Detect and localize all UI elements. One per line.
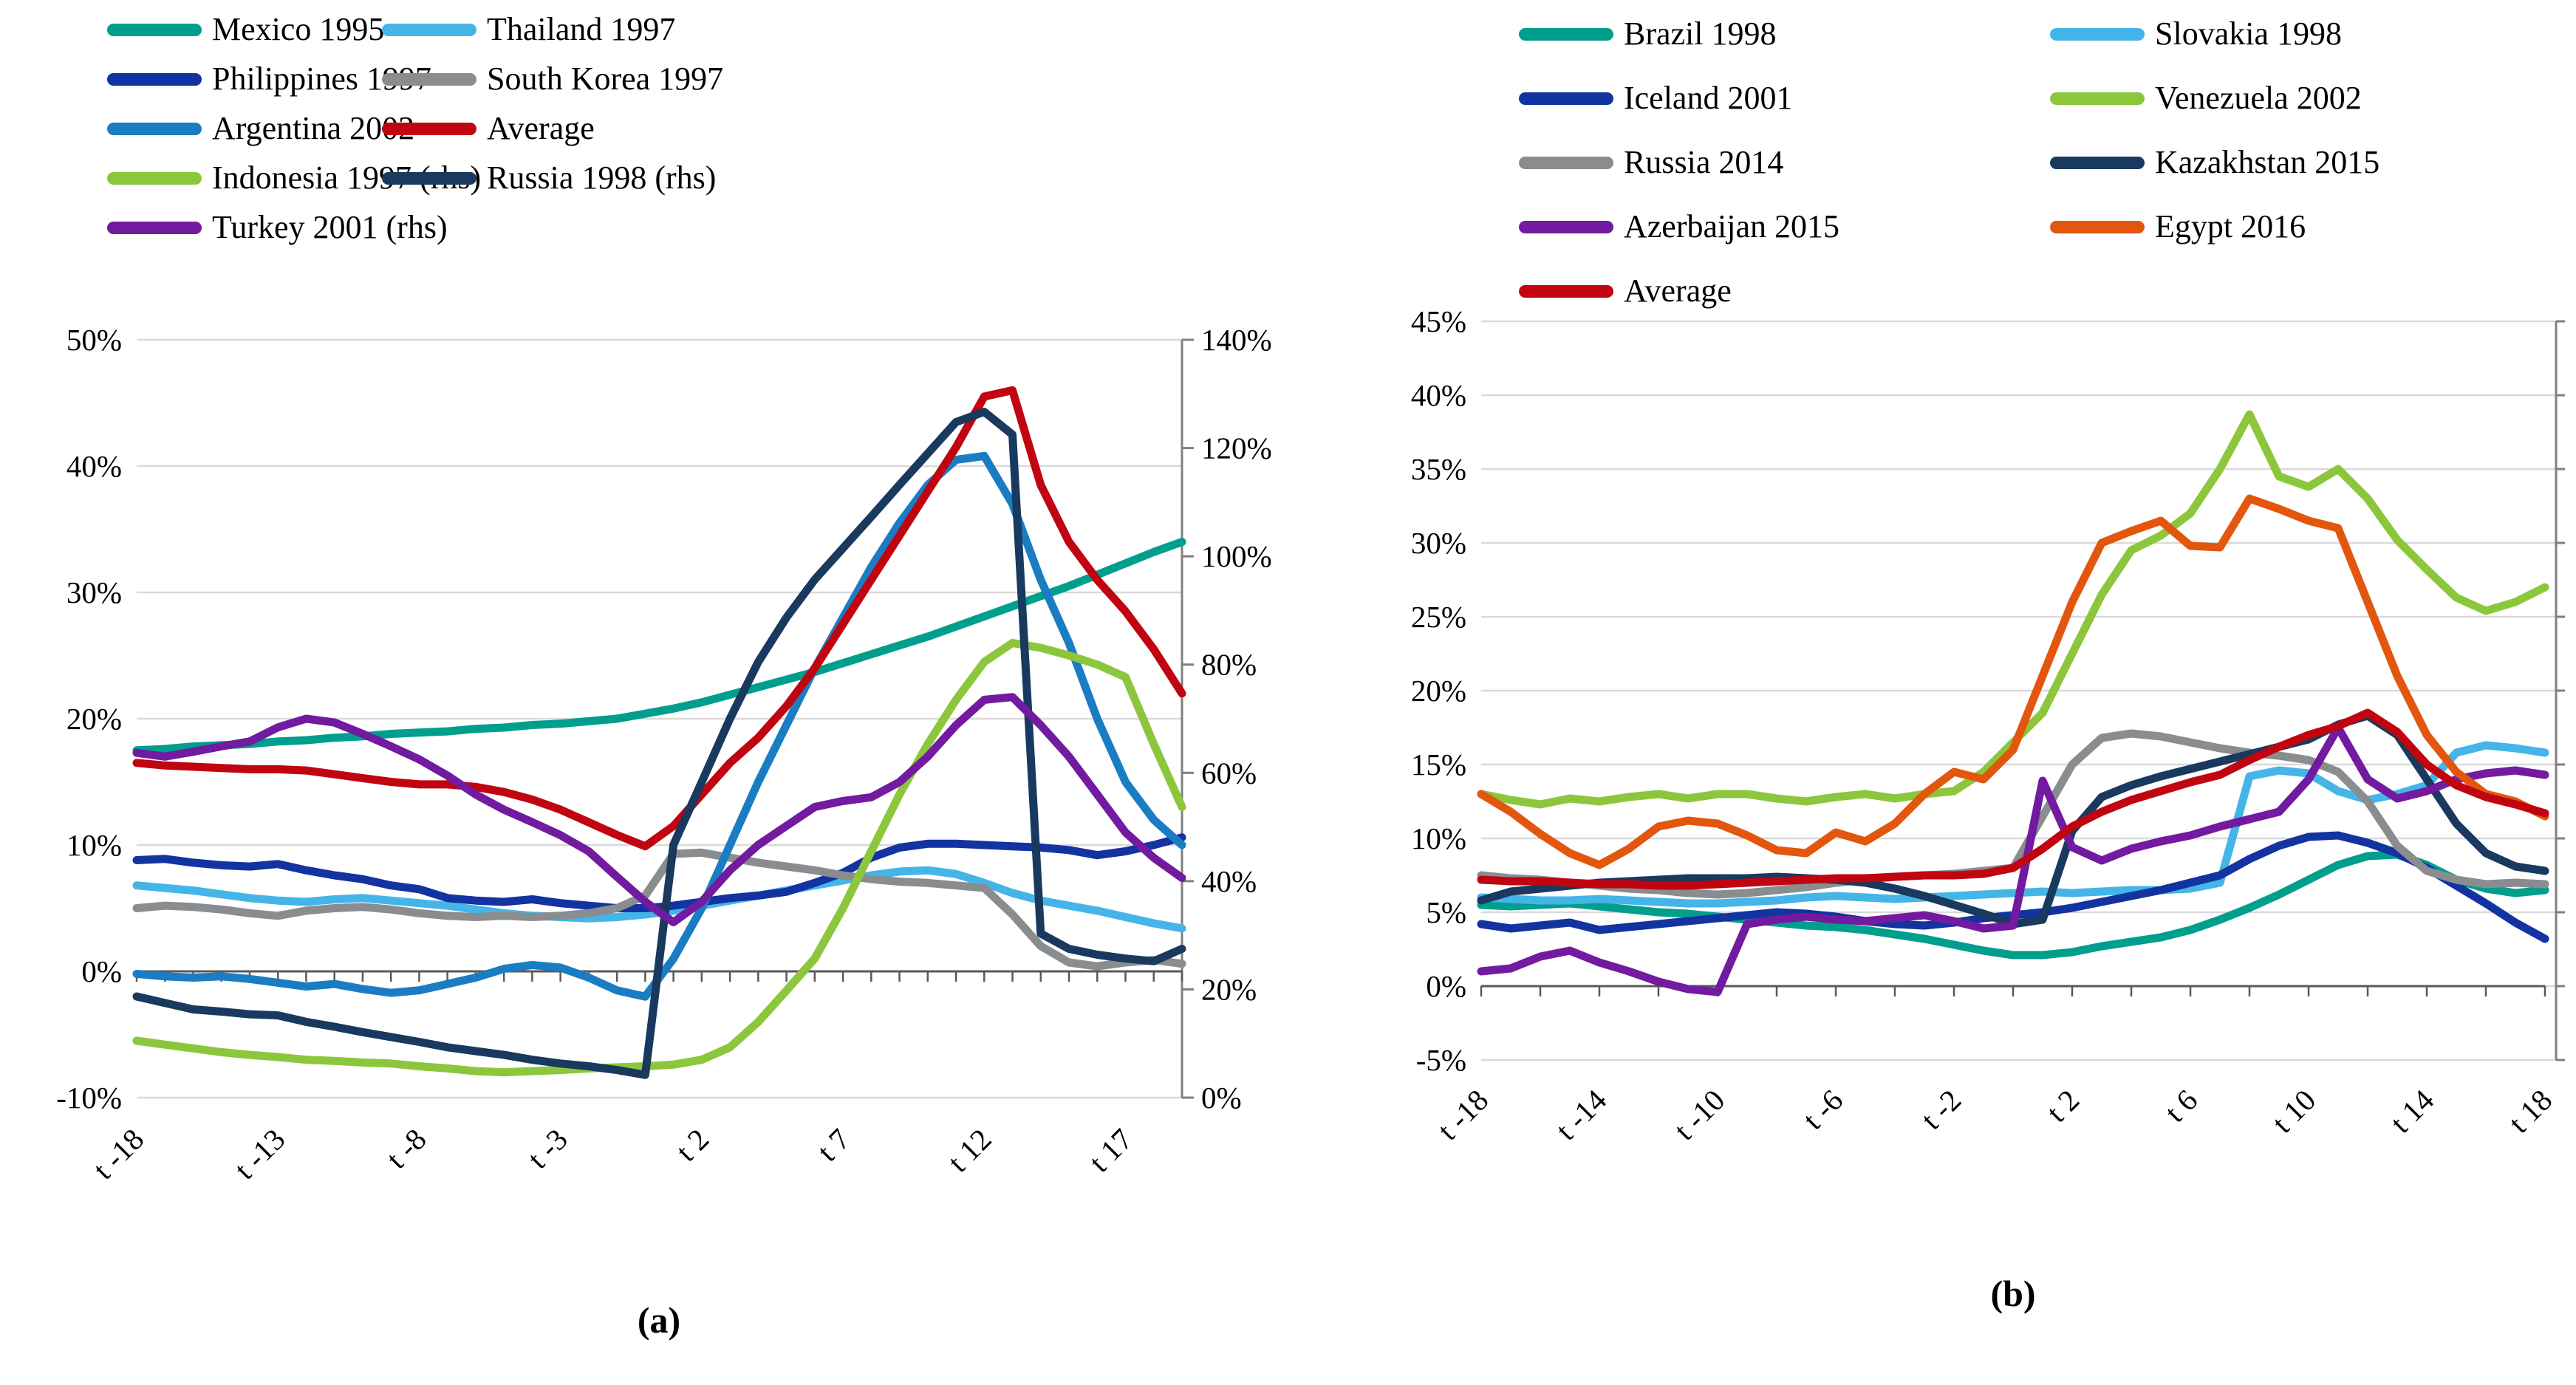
x-axis-tick-label: t 7 [810, 1122, 856, 1168]
y-axis-tick-label: 40% [1411, 378, 1466, 412]
y-axis-tick-label: -10% [56, 1081, 122, 1115]
y-axis-tick-label: 0% [81, 954, 122, 988]
y-axis-tick-label: 45% [1411, 304, 1466, 338]
y-axis-tick-label: 20% [66, 702, 122, 736]
y-axis-tick-label: 20% [1411, 674, 1466, 708]
x-axis-tick-label: t -18 [1431, 1083, 1494, 1146]
y-axis-tick-label: 0% [1426, 969, 1466, 1003]
series-line-russia-1998-rhs [132, 408, 1186, 1079]
y-axis-tick-label: 10% [66, 828, 122, 862]
x-axis-tick-label: t 10 [2266, 1083, 2323, 1140]
x-axis-tick-label: t 17 [1082, 1122, 1139, 1179]
series-line-average [132, 386, 1186, 851]
y-axis-tick-label: 15% [1411, 748, 1466, 782]
y-axis-tick-label: 50% [66, 323, 122, 357]
x-axis-tick-label: t -14 [1549, 1083, 1613, 1146]
secondary-axis-tick-label: 0% [1201, 1081, 1242, 1115]
series-line-average [1477, 708, 2549, 890]
secondary-axis-tick-label: 60% [1201, 756, 1257, 790]
x-axis-tick-label: t 18 [2502, 1083, 2559, 1140]
secondary-axis-tick-label: 140% [1201, 323, 1272, 357]
x-axis-tick-label: t -13 [228, 1122, 291, 1186]
secondary-axis-tick-label: 40% [1201, 864, 1257, 898]
x-axis-tick-label: t -8 [380, 1122, 433, 1175]
series-line-turkey-2001-rhs [132, 693, 1186, 927]
secondary-axis-tick-label: 100% [1201, 539, 1272, 573]
series-line-egypt-2016 [1477, 494, 2549, 869]
y-axis-tick-label: 30% [66, 575, 122, 609]
y-axis-tick-label: 25% [1411, 600, 1466, 634]
y-axis-tick-label: 10% [1411, 821, 1466, 855]
chart-b: 45% 40% 35% 30% 25% 20% 15% 10% 5% 0% -5% t -18 t -1… [1411, 304, 2565, 1146]
series-line-south-korea-1997 [132, 848, 1186, 971]
x-axis-tick-label: t -10 [1667, 1083, 1731, 1146]
caption-panel-b: (b) [1990, 1273, 2036, 1314]
caption-panel-a: (a) [637, 1299, 681, 1341]
y-axis-tick-label: 40% [66, 449, 122, 483]
x-axis-tick-label: t -2 [1914, 1083, 1967, 1136]
x-axis-tick-label: t 14 [2384, 1083, 2441, 1140]
series-line-azerbaijan-2015 [1477, 723, 2549, 996]
x-axis-tick-label: t 2 [2040, 1083, 2085, 1129]
y-axis-tick-label: 35% [1411, 452, 1466, 486]
series-line-philippines-1997 [132, 833, 1186, 912]
secondary-axis-tick-label: 120% [1201, 431, 1272, 465]
series-line-brazil-1998 [1477, 850, 2549, 960]
series-line-indonesia-1997-rhs [132, 638, 1186, 1077]
secondary-axis-tick-label: 20% [1201, 972, 1257, 1006]
x-axis-tick-label: t -3 [521, 1122, 574, 1175]
chart-a: 50% 40% 30% 20% 10% 0% -10% 140% 120% 100% 80% 60% 4… [56, 323, 1271, 1186]
x-axis-tick-label: t -18 [86, 1122, 150, 1186]
x-axis-tick-label: t 12 [941, 1122, 998, 1179]
x-axis-tick-label: t -6 [1796, 1083, 1849, 1136]
y-axis-tick-label: 5% [1426, 895, 1466, 929]
x-axis-tick-label: t 6 [2158, 1083, 2204, 1129]
x-axis-tick-label: t 2 [669, 1122, 715, 1168]
series-line-mexico-1995 [132, 538, 1186, 755]
secondary-axis-tick-label: 80% [1201, 648, 1257, 682]
y-axis-tick-label: 30% [1411, 526, 1466, 560]
y-axis-tick-label: -5% [1416, 1043, 1466, 1077]
